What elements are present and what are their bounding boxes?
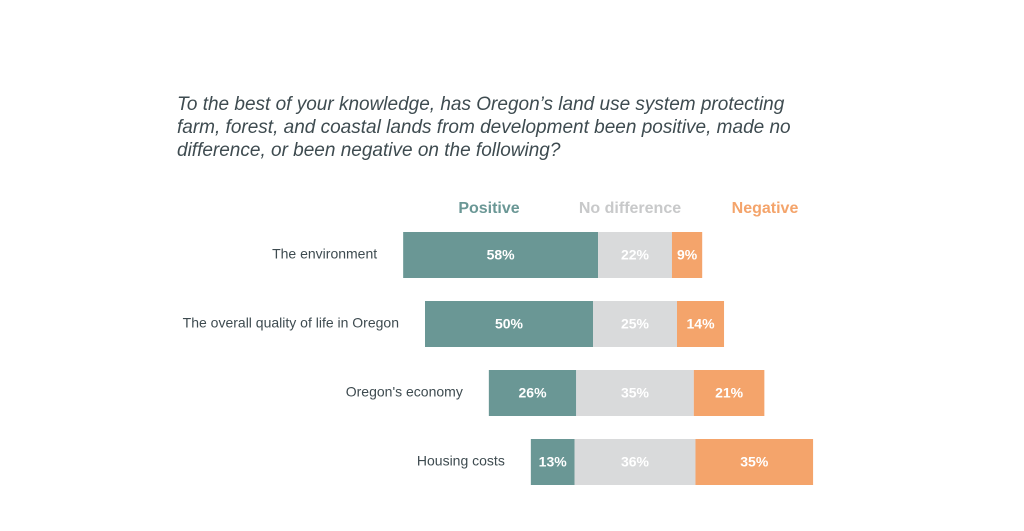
bar-segment (693, 370, 765, 416)
data-label: 9% (677, 247, 698, 263)
data-label: 13% (539, 454, 568, 470)
bar-segment (574, 439, 696, 485)
data-label: 50% (495, 316, 524, 332)
data-label: 14% (687, 316, 716, 332)
bar-segment (530, 439, 575, 485)
category-label: Housing costs (417, 453, 505, 469)
bar-segment (403, 232, 599, 278)
category-label: Oregon's economy (346, 384, 463, 400)
data-label: 22% (621, 247, 650, 263)
bar-segment (425, 301, 593, 347)
bar-segment (598, 232, 672, 278)
bar-segment (677, 301, 725, 347)
bar-segment (488, 370, 577, 416)
legend-label: Negative (732, 200, 799, 217)
data-label: 36% (621, 454, 650, 470)
bar-segment (671, 232, 703, 278)
bar-segment (593, 301, 677, 347)
bar-segment (695, 439, 814, 485)
data-label: 21% (715, 385, 744, 401)
legend-label: No difference (579, 200, 681, 217)
chart-title: To the best of your knowledge, has Orego… (177, 94, 791, 161)
legend-label: Positive (458, 200, 519, 217)
data-label: 26% (519, 385, 548, 401)
data-label: 25% (621, 316, 650, 332)
data-label: 58% (487, 247, 516, 263)
category-label: The environment (272, 246, 377, 262)
bar-segment (576, 370, 694, 416)
category-label: The overall quality of life in Oregon (183, 315, 399, 331)
data-label: 35% (740, 454, 769, 470)
data-label: 35% (621, 385, 650, 401)
